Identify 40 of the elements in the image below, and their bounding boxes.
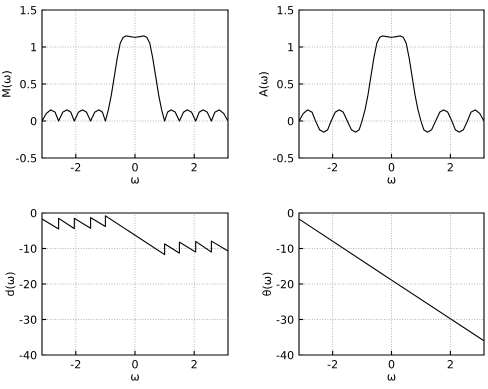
y-tick-label: 1	[31, 43, 36, 52]
y-tick-label: 0	[288, 208, 294, 218]
y-tick-label: -0.5	[273, 154, 294, 162]
x-axis-title: ω	[388, 177, 396, 184]
x-tick-label: 0	[132, 163, 138, 172]
y-axis-title: θ(ω)	[262, 272, 272, 296]
y-tick-label: -10	[20, 244, 36, 253]
y-tick-label: -40	[276, 350, 294, 360]
x-tick-label: -2	[70, 360, 80, 368]
y-tick-label: 0.5	[277, 80, 294, 88]
y-tick-label: -10	[276, 244, 294, 253]
x-axis-title: ω	[388, 374, 396, 381]
x-tick-label: 2	[191, 163, 197, 172]
x-tick-label: 0	[132, 360, 138, 368]
y-tick-label: -0.5	[16, 154, 36, 162]
x-tick-label: -2	[328, 163, 338, 172]
y-tick-label: 0	[30, 208, 36, 218]
x-axis-title: ω	[131, 177, 139, 184]
y-tick-label: 1.5	[20, 6, 36, 14]
y-tick-label: -20	[276, 280, 294, 288]
y-axis-title: A(ω)	[258, 72, 269, 97]
x-tick-label: -2	[70, 163, 80, 172]
y-axis-title: M(ω)	[2, 71, 12, 97]
x-tick-label: -2	[328, 360, 338, 368]
y-tick-label: -40	[20, 350, 36, 360]
x-tick-label: 2	[191, 360, 197, 368]
y-tick-label: 0	[30, 116, 36, 126]
y-tick-label: -30	[20, 315, 36, 324]
x-tick-label: 0	[388, 163, 394, 172]
y-tick-label: -30	[276, 315, 294, 324]
y-tick-label: 0	[288, 116, 294, 126]
y-axis-title: d(ω)	[5, 272, 16, 296]
x-tick-label: 2	[448, 360, 453, 368]
x-tick-label: 0	[388, 360, 394, 368]
y-tick-label: 0.5	[20, 80, 36, 88]
x-axis-title: ω	[131, 374, 139, 381]
y-tick-label: 1.5	[278, 6, 294, 14]
y-tick-label: -20	[20, 280, 36, 288]
x-tick-label: 2	[448, 163, 453, 172]
y-tick-label: 1	[288, 43, 294, 52]
